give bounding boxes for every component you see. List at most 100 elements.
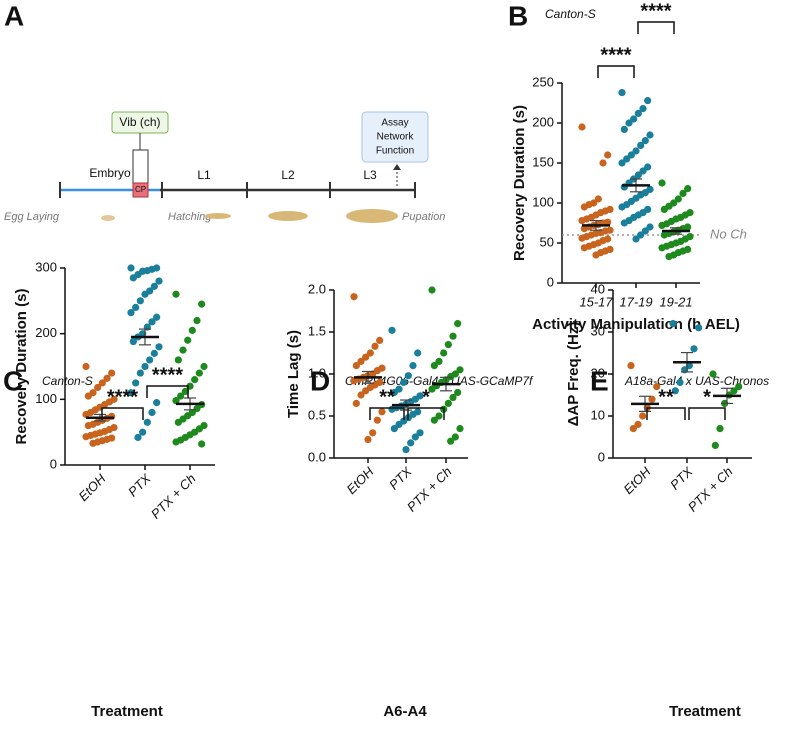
y-tick-label: 2.0 <box>308 281 326 296</box>
x-tick-label: 15-17 <box>579 294 613 309</box>
data-point <box>669 320 677 328</box>
x-tick-label: PTX <box>667 463 696 492</box>
data-point <box>730 387 738 395</box>
data-point <box>404 372 412 380</box>
stage-label: L3 <box>363 168 377 182</box>
data-point <box>690 345 698 353</box>
data-point <box>735 383 743 391</box>
data-point <box>578 123 586 131</box>
data-point <box>580 203 588 211</box>
data-point <box>435 412 443 420</box>
panel-title: Canton-S <box>42 374 93 388</box>
x-tick-label: PTX <box>125 470 154 499</box>
vib-label: Vib (ch) <box>119 115 160 129</box>
data-point <box>648 395 656 403</box>
data-point <box>376 336 384 344</box>
panel-letter: D <box>310 365 330 396</box>
y-tick-label: 1.0 <box>308 365 326 380</box>
y-tick-label: 100 <box>532 194 554 209</box>
data-point <box>456 366 464 374</box>
data-point <box>155 343 163 351</box>
y-tick-label: 0.0 <box>308 449 326 464</box>
panel-letter: B <box>508 0 528 31</box>
data-point <box>98 379 106 387</box>
data-point <box>395 420 403 428</box>
data-point <box>136 297 144 305</box>
data-point <box>620 219 628 227</box>
x-tick-label: 19-21 <box>659 294 692 309</box>
y-tick-label: 10 <box>591 407 605 422</box>
y-tick-label: 200 <box>532 114 554 129</box>
significance-bracket <box>597 65 635 78</box>
panel-letter: A <box>4 0 24 31</box>
y-axis-label: Recovery Duration (s) <box>511 105 528 261</box>
data-point <box>364 435 372 444</box>
data-point <box>440 349 448 357</box>
data-point <box>191 376 199 384</box>
y-tick-label: 200 <box>35 325 57 340</box>
data-point <box>139 428 147 436</box>
data-point <box>658 221 666 229</box>
data-point <box>143 418 151 426</box>
data-point <box>390 388 398 397</box>
data-point <box>665 253 673 261</box>
data-point <box>174 356 182 364</box>
data-point <box>711 441 719 449</box>
data-point <box>604 151 612 159</box>
significance-bracket <box>637 21 675 34</box>
data-point <box>82 433 90 441</box>
y-tick-label: 1.5 <box>308 323 326 338</box>
y-tick-label: 50 <box>540 234 554 249</box>
data-point <box>129 337 137 346</box>
data-point <box>132 303 140 311</box>
data-point <box>352 399 360 407</box>
data-point <box>179 346 187 354</box>
data-point <box>716 425 724 433</box>
y-tick-label: 30 <box>591 323 605 338</box>
data-point <box>641 137 649 145</box>
reference-label: No Ch <box>710 226 747 241</box>
data-point <box>362 353 370 361</box>
significance-label: **** <box>600 44 631 66</box>
stage-label: Embryo <box>89 166 131 180</box>
data-point <box>444 341 452 349</box>
data-point <box>599 159 607 167</box>
stage-label: L2 <box>281 168 295 182</box>
x-tick-label: EtOH <box>620 464 654 498</box>
panel-title: Canton-S <box>545 7 596 21</box>
data-point <box>435 357 443 365</box>
data-point <box>684 185 692 193</box>
data-point <box>373 416 381 424</box>
data-point <box>134 433 142 442</box>
data-point <box>454 388 462 397</box>
x-axis-label: Treatment <box>91 703 163 720</box>
data-point <box>658 179 666 187</box>
cp-box <box>132 182 149 198</box>
y-tick-label: 100 <box>35 391 57 406</box>
data-point <box>150 282 158 290</box>
data-point <box>402 446 410 454</box>
y-tick-label: 0 <box>598 449 605 464</box>
data-point <box>103 374 111 382</box>
data-point <box>414 349 422 357</box>
assay-arrowhead <box>393 164 401 170</box>
data-point <box>411 433 419 441</box>
data-point <box>580 244 588 252</box>
panel-letter: C <box>3 365 23 396</box>
data-point <box>409 362 417 370</box>
significance-label: **** <box>640 0 671 22</box>
significance-label: **** <box>152 364 183 386</box>
data-point <box>172 438 180 446</box>
x-tick-label: PTX <box>386 463 415 492</box>
data-point <box>390 425 398 433</box>
data-point <box>141 362 149 371</box>
data-point <box>658 244 666 252</box>
data-point <box>660 231 668 239</box>
data-point <box>634 420 642 428</box>
data-point <box>153 313 161 321</box>
significance-label: ** <box>379 386 395 408</box>
data-point <box>200 362 208 371</box>
data-point <box>625 119 633 127</box>
panel-a: A CP Vib (ch) Assay Network Function Emb… <box>4 0 445 223</box>
